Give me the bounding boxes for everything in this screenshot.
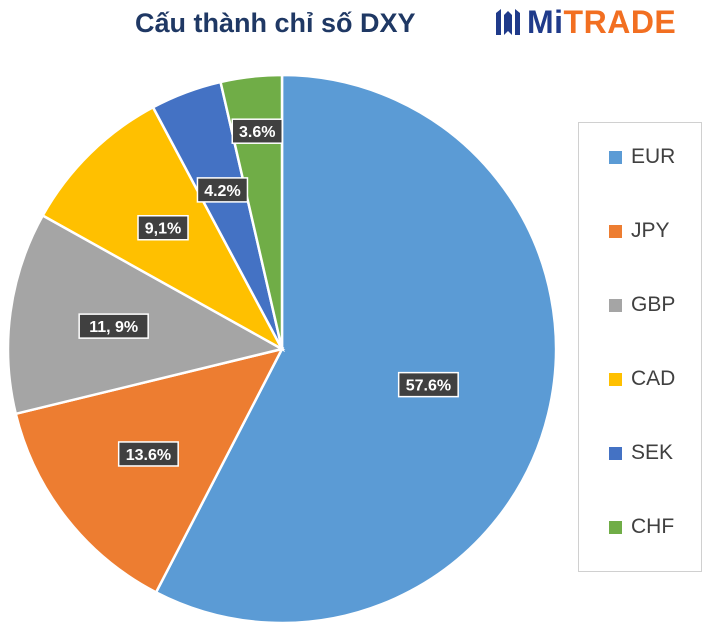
chart-legend: EUR JPY GBP CAD SEK CHF bbox=[578, 122, 702, 572]
chart-title: Cấu thành chỉ số DXY bbox=[135, 8, 416, 38]
data-label-gbp: 11, 9% bbox=[78, 313, 149, 339]
svg-text:13.6%: 13.6% bbox=[126, 447, 171, 464]
legend-item-sek: SEK bbox=[609, 441, 673, 465]
legend-label: EUR bbox=[631, 145, 676, 168]
legend-item-cad: CAD bbox=[609, 367, 675, 391]
svg-text:4.2%: 4.2% bbox=[204, 183, 240, 200]
svg-text:3.6%: 3.6% bbox=[239, 124, 275, 141]
svg-text:11, 9%: 11, 9% bbox=[89, 319, 138, 336]
pie-slice-jpy bbox=[14, 347, 285, 595]
data-label-chf: 3.6% bbox=[231, 118, 284, 144]
legend-label: JPY bbox=[631, 219, 670, 242]
legend-swatch bbox=[609, 446, 622, 460]
data-label-cad: 9,1% bbox=[137, 214, 189, 241]
logo-wordmark: MiTRADE bbox=[527, 2, 676, 42]
legend-label: SEK bbox=[631, 441, 674, 464]
legend-swatch bbox=[609, 298, 622, 312]
legend-label: CAD bbox=[631, 367, 676, 390]
legend-swatch bbox=[609, 150, 622, 164]
legend-item-gbp: GBP bbox=[609, 293, 675, 317]
data-label-sek: 4.2% bbox=[196, 177, 249, 203]
legend-label: CHF bbox=[631, 515, 675, 538]
mitrade-logo-icon bbox=[496, 9, 520, 35]
legend-swatch bbox=[609, 224, 622, 238]
legend-item-chf: CHF bbox=[609, 515, 674, 539]
logo-trade-text: TRADE bbox=[563, 4, 677, 40]
mitrade-logo: MiTRADE bbox=[493, 2, 676, 42]
legend-label: GBP bbox=[631, 293, 676, 316]
data-label-jpy: 13.6% bbox=[117, 441, 179, 467]
svg-text:57.6%: 57.6% bbox=[406, 378, 451, 395]
pie-slice-eur bbox=[154, 73, 558, 625]
legend-item-jpy: JPY bbox=[609, 219, 670, 243]
svg-text:9,1%: 9,1% bbox=[145, 221, 181, 238]
logo-mi-text: Mi bbox=[527, 4, 564, 40]
legend-swatch bbox=[609, 372, 622, 386]
legend-swatch bbox=[609, 520, 622, 534]
data-label-eur: 57.6% bbox=[397, 371, 459, 398]
legend-item-eur: EUR bbox=[609, 145, 675, 169]
